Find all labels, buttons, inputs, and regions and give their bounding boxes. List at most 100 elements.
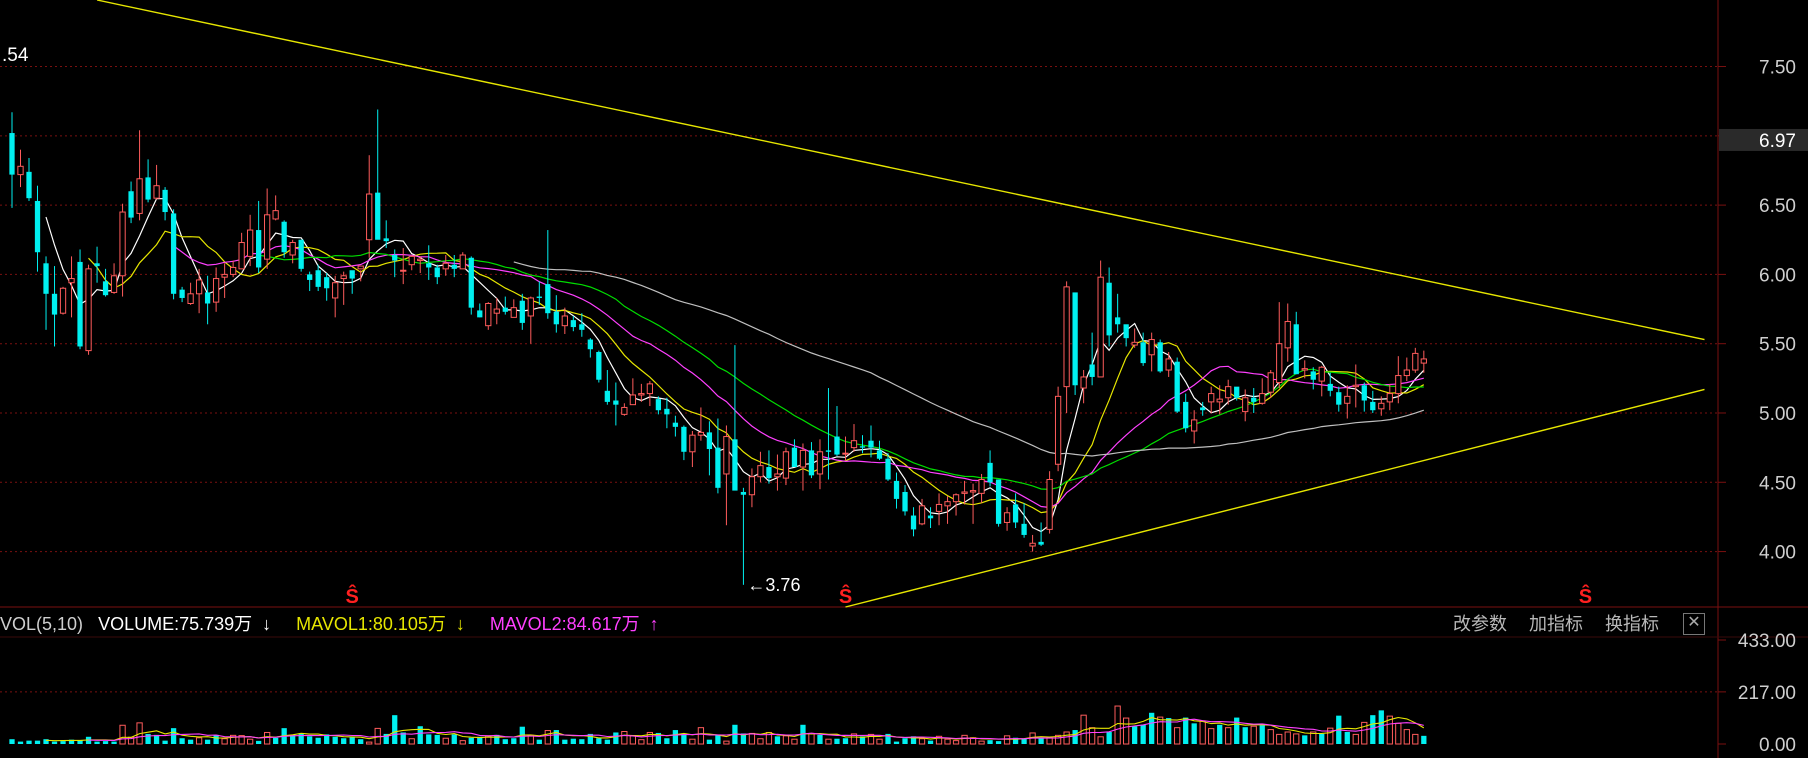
volume-bar[interactable] bbox=[740, 733, 747, 744]
candle[interactable] bbox=[247, 214, 254, 267]
volume-bar[interactable] bbox=[1276, 733, 1283, 745]
candle[interactable] bbox=[1242, 389, 1249, 422]
candle[interactable] bbox=[375, 109, 381, 240]
candle[interactable] bbox=[579, 313, 585, 337]
volume-bar[interactable] bbox=[1157, 716, 1164, 745]
volume-bar[interactable] bbox=[681, 733, 687, 744]
candle[interactable] bbox=[426, 245, 432, 280]
candle[interactable] bbox=[706, 421, 713, 476]
candle[interactable] bbox=[1165, 352, 1172, 377]
candle[interactable] bbox=[1089, 332, 1095, 386]
volume-indicator-title[interactable]: VOL(5,10) bbox=[0, 614, 84, 634]
candle[interactable] bbox=[212, 267, 220, 312]
candle[interactable] bbox=[1310, 367, 1316, 390]
volume-bar[interactable] bbox=[715, 735, 721, 744]
volume-bar[interactable] bbox=[204, 739, 211, 744]
volume-bar[interactable] bbox=[1174, 727, 1181, 745]
candle[interactable] bbox=[1318, 365, 1325, 397]
candle[interactable] bbox=[110, 263, 118, 294]
candle[interactable] bbox=[604, 370, 610, 405]
volume-bar[interactable] bbox=[978, 740, 985, 745]
volume-bar[interactable] bbox=[1421, 735, 1427, 744]
candle[interactable] bbox=[1003, 507, 1011, 531]
volume-bar[interactable] bbox=[366, 741, 373, 745]
candle[interactable] bbox=[850, 424, 858, 452]
candle[interactable] bbox=[1234, 386, 1240, 401]
volume-bar[interactable] bbox=[324, 734, 330, 744]
candle[interactable] bbox=[68, 256, 75, 318]
candle[interactable] bbox=[638, 383, 645, 402]
candle[interactable] bbox=[77, 249, 83, 350]
candle[interactable] bbox=[918, 498, 926, 526]
volume-bar[interactable] bbox=[187, 739, 194, 744]
volume-bar[interactable] bbox=[26, 740, 32, 744]
volume-bar[interactable] bbox=[111, 741, 117, 744]
candle[interactable] bbox=[570, 315, 576, 332]
volume-bar[interactable] bbox=[358, 739, 364, 744]
candle[interactable] bbox=[825, 388, 832, 480]
candle[interactable] bbox=[587, 338, 593, 358]
candle[interactable] bbox=[732, 345, 738, 491]
candle[interactable] bbox=[119, 203, 126, 297]
candle[interactable] bbox=[493, 297, 500, 325]
volume-bar[interactable] bbox=[817, 734, 823, 744]
volume-bar[interactable] bbox=[1378, 710, 1384, 744]
candle[interactable] bbox=[885, 453, 891, 481]
candle[interactable] bbox=[782, 447, 790, 486]
candle[interactable] bbox=[927, 507, 934, 529]
candle[interactable] bbox=[459, 252, 466, 270]
volume-bar[interactable] bbox=[298, 733, 304, 744]
volume-bar[interactable] bbox=[1267, 729, 1274, 745]
volume-bar[interactable] bbox=[1166, 718, 1172, 744]
candle[interactable] bbox=[1054, 386, 1062, 472]
volume-bar[interactable] bbox=[1344, 731, 1350, 744]
candle[interactable] bbox=[85, 264, 92, 355]
candle[interactable] bbox=[417, 256, 424, 274]
volume-bar[interactable] bbox=[918, 738, 926, 745]
volume-bar[interactable] bbox=[1054, 734, 1062, 745]
candle[interactable] bbox=[1420, 350, 1427, 373]
candle[interactable] bbox=[477, 303, 483, 318]
volume-bar[interactable] bbox=[1259, 725, 1265, 744]
volume-bar[interactable] bbox=[825, 738, 832, 745]
volume-bar[interactable] bbox=[646, 731, 654, 745]
candle[interactable] bbox=[340, 271, 347, 305]
candle[interactable] bbox=[26, 157, 32, 201]
candle[interactable] bbox=[1157, 339, 1163, 373]
volume-bar[interactable] bbox=[51, 741, 58, 744]
volume-bar[interactable] bbox=[782, 735, 790, 745]
candle[interactable] bbox=[961, 480, 968, 505]
candle[interactable] bbox=[646, 381, 654, 407]
candle[interactable] bbox=[621, 403, 628, 416]
candle[interactable] bbox=[1183, 393, 1189, 433]
volume-bar[interactable] bbox=[596, 738, 602, 744]
volume-bar[interactable] bbox=[315, 737, 321, 744]
candle[interactable] bbox=[383, 220, 389, 249]
candle[interactable] bbox=[766, 450, 772, 484]
volume-bar[interactable] bbox=[664, 738, 670, 744]
candle[interactable] bbox=[1378, 396, 1385, 416]
candle[interactable] bbox=[1361, 382, 1367, 412]
candle[interactable] bbox=[281, 220, 287, 258]
volume-bar[interactable] bbox=[179, 738, 185, 744]
volume-bar[interactable] bbox=[502, 739, 508, 744]
candle[interactable] bbox=[442, 254, 449, 276]
volume-bar[interactable] bbox=[1038, 738, 1044, 744]
candle[interactable] bbox=[128, 181, 134, 224]
volume-bar[interactable] bbox=[1132, 726, 1138, 744]
volume-bar[interactable] bbox=[1225, 727, 1232, 745]
volume-bar[interactable] bbox=[1234, 717, 1240, 744]
volume-bar[interactable] bbox=[910, 736, 917, 744]
candle[interactable] bbox=[545, 230, 551, 319]
candle[interactable] bbox=[307, 271, 313, 292]
add-indicator-button[interactable]: 加指标 bbox=[1529, 614, 1583, 634]
candle[interactable] bbox=[1259, 378, 1266, 405]
volume-bar[interactable] bbox=[867, 733, 875, 745]
volume-bar[interactable] bbox=[723, 740, 730, 745]
candle[interactable] bbox=[834, 406, 840, 456]
volume-bar[interactable] bbox=[153, 734, 160, 744]
volume-bar[interactable] bbox=[774, 736, 781, 744]
volume-bar[interactable] bbox=[68, 739, 75, 744]
candle[interactable] bbox=[392, 249, 398, 278]
candle[interactable] bbox=[408, 254, 415, 271]
